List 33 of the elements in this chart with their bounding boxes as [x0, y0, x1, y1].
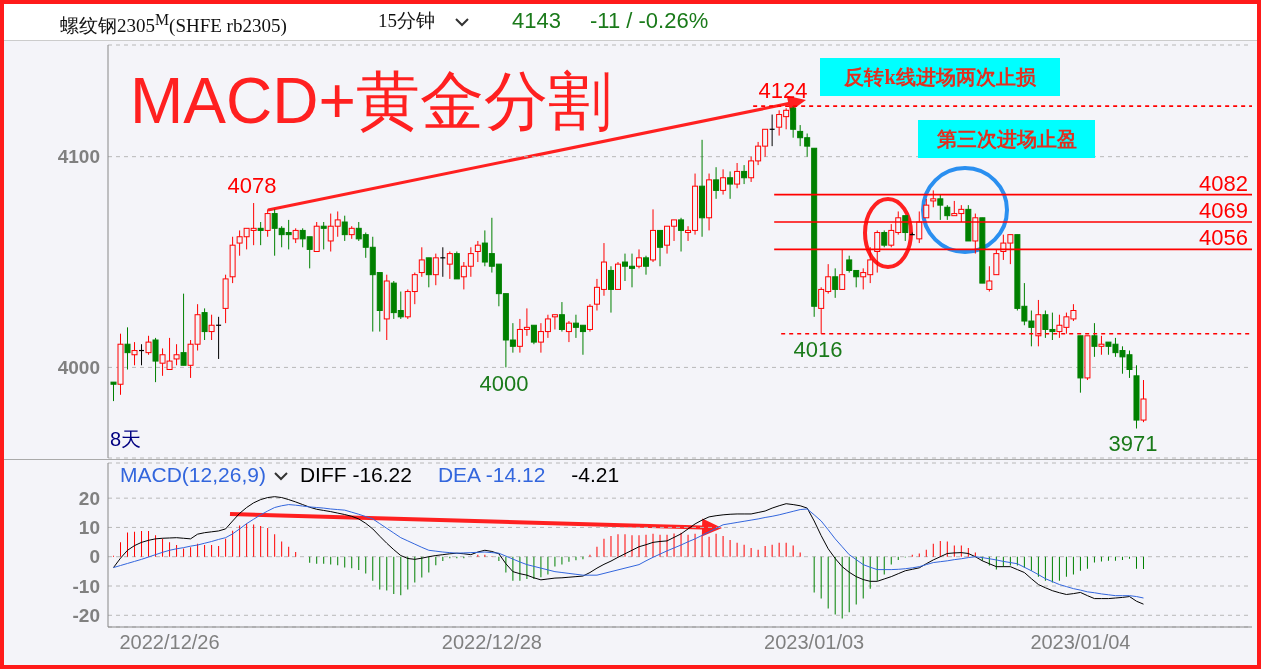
annotation: 第三次进场止盈: [918, 120, 1095, 158]
y-tick-label: 20: [78, 487, 100, 509]
annotation: 8天: [110, 428, 142, 450]
text: 15分钟: [378, 10, 435, 32]
y-tick-label: -20: [72, 605, 100, 627]
annotation: 4124: [758, 77, 808, 104]
annotation: -4.21: [571, 463, 620, 487]
text: -11 / -0.26%: [590, 8, 709, 34]
y-tick-label: 4100: [57, 146, 100, 168]
y-tick-label: -10: [72, 575, 100, 597]
y-tick-label: 0: [89, 546, 100, 568]
annotation: -14.12: [485, 463, 546, 486]
legend-title: MACD(12,26,9): [120, 463, 266, 487]
text: DEA: [437, 463, 480, 486]
y-tick-label: 10: [78, 517, 100, 539]
x-tick-label: 2023/01/03: [764, 631, 865, 654]
ref-line-label: 4056: [1199, 225, 1248, 251]
ref-line-label: 4082: [1199, 170, 1248, 196]
ref-line-label: 4069: [1199, 198, 1248, 223]
annotation: 反转k线进场两次止损: [820, 58, 1060, 96]
chart-title: MACD+黄金分割: [130, 64, 612, 139]
annotation: 4016: [793, 336, 843, 363]
x-tick-label: 2022/12/26: [119, 631, 220, 654]
series-label: DIFF: [299, 463, 347, 486]
text: 螺纹钢2305$^{M}$(SHFE rb2305): [60, 11, 287, 38]
text: 4143: [512, 8, 561, 34]
x-tick-label: 2022/12/28: [441, 631, 542, 654]
x-tick-label: 2023/01/04: [1030, 631, 1131, 654]
y-tick-label: 4000: [57, 357, 100, 379]
annotation: 3971: [1108, 430, 1158, 457]
annotation: 4078: [227, 172, 277, 199]
annotation: -16.22: [352, 463, 412, 486]
annotation: 4000: [479, 370, 529, 397]
